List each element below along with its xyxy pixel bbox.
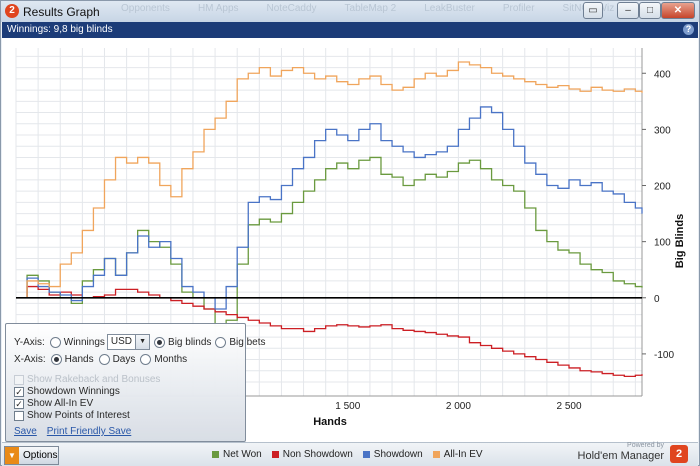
radio-big-blinds-label[interactable]: Big blinds [168, 336, 212, 348]
restore-window-icon[interactable]: ▭ [583, 2, 603, 19]
ghost-tab: HM Apps [197, 3, 239, 14]
ghost-tab: LeakBuster [424, 3, 475, 14]
legend-label: All-In EV [443, 449, 483, 460]
check-allin-ev: ✓ Show All-In EV [14, 398, 93, 409]
print-friendly-save-link[interactable]: Print Friendly Save [46, 426, 132, 437]
legend-swatch [432, 451, 440, 458]
save-links: Save Print Friendly Save [14, 426, 131, 437]
poi-checkbox[interactable] [14, 410, 24, 421]
legend-swatch [271, 451, 279, 458]
series-line-showdown [16, 106, 643, 310]
allin-ev-checkbox[interactable]: ✓ [14, 398, 24, 409]
legend-label: Non Showdown [282, 449, 353, 460]
radio-big-bets[interactable] [215, 336, 227, 348]
hem-logo-icon: 2 [5, 4, 19, 18]
winnings-summary: Winnings: 9,8 big blinds [7, 24, 113, 35]
chart-series [16, 61, 643, 378]
radio-winnings[interactable] [49, 336, 61, 348]
series-line-non-showdown [16, 285, 643, 378]
check-poi: Show Points of Interest [14, 410, 130, 421]
x-tick-label: 2 500 [556, 401, 581, 412]
minimize-button[interactable]: – [617, 2, 639, 19]
legend-label: Net Won [223, 449, 262, 460]
y-tick-label: 300 [654, 125, 671, 136]
legend-swatch [212, 451, 219, 458]
options-button-label: Options [23, 450, 58, 461]
chevron-down-icon[interactable]: ▼ [135, 335, 150, 349]
radio-days-label[interactable]: Days [112, 354, 136, 365]
window-title: Results Graph [23, 5, 100, 19]
yaxis-label: Y-Axis: [14, 336, 45, 348]
radio-days[interactable] [98, 354, 110, 365]
title-bar[interactable]: 2 Results Graph Opponents HM Apps NoteCa… [1, 1, 699, 22]
showdown-label[interactable]: Showdown Winnings [27, 386, 120, 397]
y-tick-labels: -100 0 100 200 300 400 [642, 69, 674, 361]
winnings-header: Winnings: 9,8 big blinds ? [2, 22, 698, 38]
radio-hands-label[interactable]: Hands [64, 354, 94, 365]
radio-winnings-label[interactable]: Winnings [63, 336, 105, 348]
legend-item[interactable]: Showdown [362, 449, 423, 460]
rakeback-checkbox [14, 374, 24, 385]
background-tabs: Opponents HM Apps NoteCaddy TableMap 2 L… [121, 3, 614, 14]
powered-by-text: Powered by [627, 442, 664, 449]
currency-value: USD [110, 336, 133, 347]
legend-item[interactable]: Non Showdown [271, 449, 353, 460]
legend-item[interactable]: All-In EV [432, 449, 483, 460]
options-panel: Y-Axis: Winnings USD ▼ Big blinds Big be… [5, 323, 266, 442]
check-rakeback: Show Rakeback and Bonuses [14, 374, 160, 385]
y-axis-label: Big Blinds [674, 214, 686, 268]
y-tick-label: 100 [654, 238, 671, 249]
radio-big-bets-label[interactable]: Big bets [229, 336, 266, 348]
brand-logo-icon: 2 [670, 445, 688, 463]
series-line-all-in-ev [16, 61, 643, 299]
x-tick-label: 2 000 [446, 401, 471, 412]
legend-item[interactable]: Net Won [212, 449, 262, 460]
series-line-net-won [16, 156, 643, 327]
ghost-tab: Opponents [121, 3, 170, 14]
maximize-button[interactable]: □ [639, 2, 661, 19]
radio-months-label[interactable]: Months [154, 354, 188, 365]
ghost-tab: Profiler [502, 3, 535, 14]
y-tick-label: 400 [654, 69, 671, 80]
radio-big-blinds[interactable] [154, 336, 166, 348]
legend-label: Showdown [373, 449, 423, 460]
yaxis-row: Y-Axis: Winnings USD ▼ Big blinds Big be… [14, 334, 266, 350]
currency-select[interactable]: USD ▼ [106, 334, 151, 350]
allin-ev-label[interactable]: Show All-In EV [27, 398, 94, 409]
options-button[interactable]: ▼ Options [4, 446, 59, 465]
help-icon[interactable]: ? [683, 24, 694, 35]
ghost-tab: TableMap 2 [344, 3, 397, 14]
save-link[interactable]: Save [14, 426, 37, 437]
x-tick-label: 1 500 [335, 401, 360, 412]
x-axis-label: Hands [313, 416, 347, 428]
y-tick-label: 0 [654, 294, 660, 305]
chevron-down-icon: ▼ [5, 447, 19, 464]
rakeback-label: Show Rakeback and Bonuses [27, 374, 161, 385]
radio-months[interactable] [140, 354, 152, 365]
legend-swatch [362, 451, 370, 458]
chart-legend: Net Won Non Showdown Showdown All-In EV [212, 449, 483, 460]
xaxis-row: X-Axis: Hands Days Months [14, 354, 187, 365]
brand-name: Hold'em Manager [577, 450, 664, 462]
y-tick-label: 200 [654, 182, 671, 193]
ghost-tab: NoteCaddy [266, 3, 317, 14]
x-tick-labels: 1 500 2 000 2 500 [335, 401, 582, 412]
check-showdown: ✓ Showdown Winnings [14, 386, 120, 397]
radio-hands[interactable] [50, 354, 62, 365]
status-bar: ▼ Options Net Won Non Showdown Showdown All… [2, 442, 698, 466]
xaxis-label: X-Axis: [14, 354, 46, 365]
y-tick-label: -100 [654, 350, 674, 361]
poi-label[interactable]: Show Points of Interest [27, 410, 130, 421]
close-button[interactable]: ✕ [661, 2, 695, 19]
showdown-checkbox[interactable]: ✓ [14, 386, 24, 397]
